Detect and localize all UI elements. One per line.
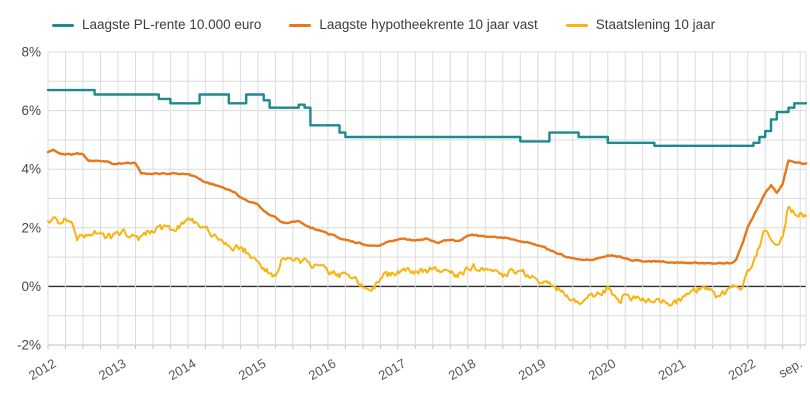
svg-text:0%: 0% [21, 279, 41, 294]
svg-text:2016: 2016 [306, 356, 339, 383]
staatslening-line-swatch-icon [565, 23, 588, 27]
svg-text:2%: 2% [21, 220, 41, 235]
svg-text:2013: 2013 [96, 356, 129, 383]
svg-text:sep.: sep. [776, 356, 805, 381]
svg-text:2022: 2022 [726, 356, 759, 383]
svg-text:2018: 2018 [446, 356, 479, 383]
svg-text:4%: 4% [21, 162, 41, 177]
hypotheekrente-line-swatch-icon [289, 23, 312, 27]
svg-text:8%: 8% [21, 45, 41, 60]
series-line [47, 205, 807, 307]
svg-text:2020: 2020 [586, 356, 619, 383]
series-lines [46, 88, 808, 307]
legend-item-hypotheekrente[interactable]: Laagste hypotheekrente 10 jaar vast [289, 17, 538, 33]
legend-item-pl-rente[interactable]: Laagste PL-rente 10.000 euro [52, 17, 261, 33]
svg-text:6%: 6% [21, 103, 41, 118]
svg-text:2021: 2021 [656, 356, 689, 383]
legend-item-staatslening[interactable]: Staatslening 10 jaar [565, 17, 716, 33]
legend-label: Laagste hypotheekrente 10 jaar vast [319, 17, 538, 32]
svg-text:2017: 2017 [376, 356, 409, 383]
svg-text:2014: 2014 [166, 356, 199, 383]
h-gridlines [48, 51, 806, 346]
x-axis-labels: 2012 2013 2014 2015 2016 2017 2018 2019 2020 2021… [26, 356, 805, 383]
svg-text:-2%: -2% [17, 338, 41, 353]
pl-rente-line-swatch-icon [52, 23, 74, 27]
legend-label: Staatslening 10 jaar [595, 17, 716, 32]
series-line [46, 88, 808, 147]
svg-text:2019: 2019 [516, 356, 549, 383]
v-gridlines [47, 52, 807, 349]
y-axis-labels: 8% 6% 4% 2% 0% -2% [17, 45, 41, 353]
series-line [46, 148, 808, 265]
legend-label: Laagste PL-rente 10.000 euro [82, 17, 262, 32]
svg-text:2012: 2012 [26, 356, 59, 383]
svg-text:2015: 2015 [236, 356, 269, 383]
chart-legend: Laagste PL-rente 10.000 euro Laagste hyp… [52, 17, 715, 33]
